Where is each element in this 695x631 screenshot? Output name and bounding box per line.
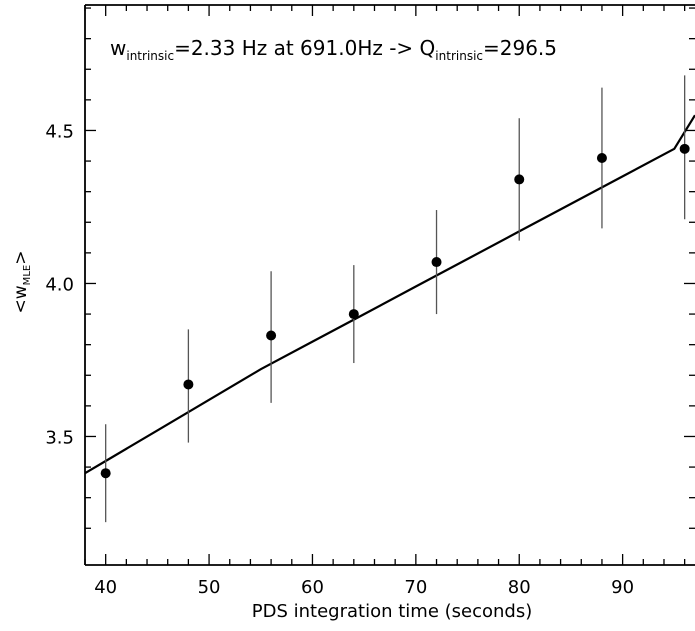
title-q-value: =296.5 bbox=[483, 36, 557, 60]
points-group bbox=[100, 143, 690, 479]
data-point bbox=[348, 309, 359, 320]
title-w-main: w bbox=[110, 36, 126, 60]
fit-line bbox=[84, 114, 695, 475]
title-q-sub: intrinsic bbox=[435, 49, 483, 63]
y-label-close: > bbox=[11, 251, 31, 265]
x-tick-label: 50 bbox=[198, 577, 221, 598]
plot-frame bbox=[84, 4, 695, 566]
x-axis-ticks: 40 50 60 70 80 90 bbox=[84, 5, 686, 598]
x-tick-label: 40 bbox=[94, 577, 117, 598]
y-label-sub: MLE bbox=[22, 265, 33, 286]
data-point bbox=[596, 153, 607, 164]
y-tick-label: 4.5 bbox=[45, 121, 74, 142]
y-tick-label: 4.0 bbox=[45, 274, 74, 295]
x-tick-label: 60 bbox=[301, 577, 324, 598]
data-point bbox=[100, 468, 111, 479]
fit-line-group bbox=[84, 114, 695, 475]
data-point bbox=[431, 257, 442, 268]
y-tick-label: 3.5 bbox=[45, 427, 74, 448]
chart-title: wintrinsic=2.33 Hz at 691.0Hz -> Qintrin… bbox=[110, 36, 557, 63]
x-tick-label: 70 bbox=[404, 577, 427, 598]
y-axis-ticks: 3.5 4.0 4.5 bbox=[45, 7, 695, 529]
data-point bbox=[514, 174, 525, 185]
title-middle: =2.33 Hz at 691.0Hz -> Q bbox=[174, 36, 435, 60]
x-tick-label: 80 bbox=[508, 577, 531, 598]
data-point bbox=[183, 379, 194, 390]
title-w-sub: intrinsic bbox=[126, 49, 174, 63]
x-axis-label: PDS integration time (seconds) bbox=[252, 601, 532, 622]
data-point bbox=[266, 330, 277, 341]
x-tick-label: 90 bbox=[611, 577, 634, 598]
y-label-open: <w bbox=[11, 285, 31, 313]
data-point bbox=[679, 143, 690, 154]
y-axis-label: <wMLE> bbox=[11, 251, 33, 314]
